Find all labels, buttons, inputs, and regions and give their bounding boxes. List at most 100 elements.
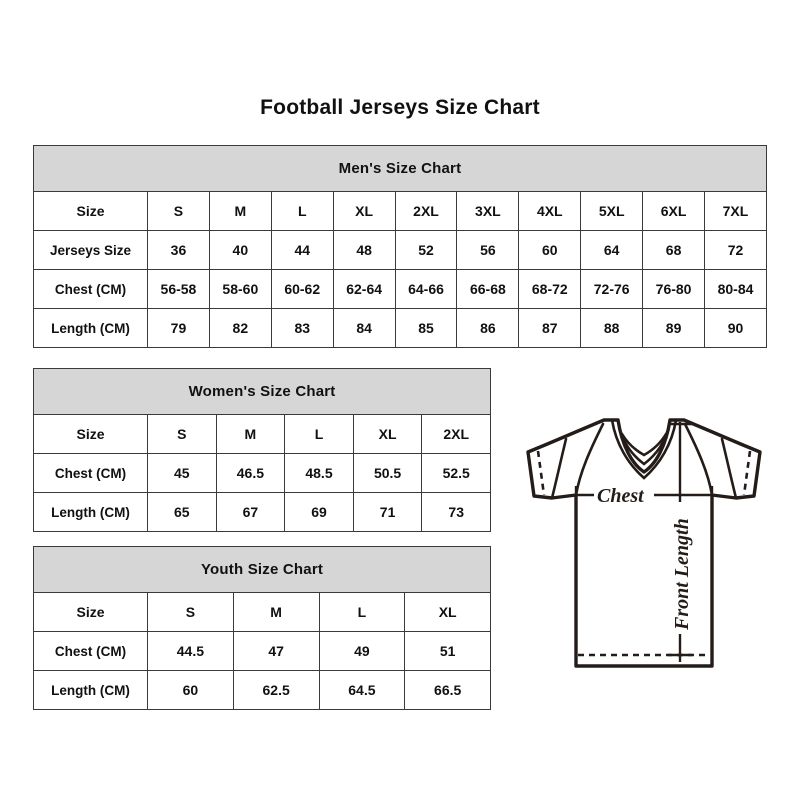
table-cell: 44.5 — [147, 631, 234, 671]
table-cell: 56-58 — [147, 269, 210, 309]
table-cell: 60 — [147, 670, 234, 710]
column-header: 2XL — [421, 414, 492, 454]
table-cell: 48.5 — [284, 453, 354, 493]
table-cell: 56 — [456, 230, 520, 270]
table-row: Length (CM) 65 67 69 71 73 — [33, 492, 492, 532]
column-header: 5XL — [580, 191, 644, 231]
table-cell: 51 — [404, 631, 492, 671]
table-cell: 62.5 — [232, 670, 320, 710]
table-band-row: Men's Size Chart — [33, 145, 767, 192]
row-label: Length (CM) — [33, 492, 148, 532]
table-cell: 85 — [394, 308, 458, 348]
table-cell: 72-76 — [580, 269, 644, 309]
table-cell: 62-64 — [332, 269, 396, 309]
table-cell: 73 — [421, 492, 492, 532]
mens-table-band: Men's Size Chart — [33, 145, 767, 192]
column-header: Size — [33, 414, 148, 454]
front-length-measure-label: Front Length — [671, 518, 693, 631]
table-cell: 66-68 — [456, 269, 520, 309]
column-header: M — [208, 191, 272, 231]
table-cell: 71 — [352, 492, 423, 532]
table-cell: 64.5 — [318, 670, 406, 710]
table-cell: 72 — [704, 230, 767, 270]
page-title: Football Jerseys Size Chart — [260, 96, 540, 119]
table-cell: 50.5 — [352, 453, 423, 493]
column-header: 6XL — [642, 191, 706, 231]
column-header: M — [215, 414, 286, 454]
table-cell: 52.5 — [421, 453, 492, 493]
table-cell: 83 — [270, 308, 334, 348]
table-cell: 86 — [456, 308, 520, 348]
table-cell: 79 — [147, 308, 210, 348]
table-cell: 46.5 — [215, 453, 286, 493]
column-header: 2XL — [394, 191, 458, 231]
table-row: Chest (CM) 45 46.5 48.5 50.5 52.5 — [33, 453, 492, 493]
table-cell: 69 — [284, 492, 354, 532]
table-cell: 47 — [232, 631, 320, 671]
table-cell: 84 — [332, 308, 396, 348]
table-cell: 82 — [208, 308, 272, 348]
row-label: Chest (CM) — [33, 631, 148, 671]
table-cell: 68-72 — [518, 269, 582, 309]
table-cell: 36 — [147, 230, 210, 270]
table-cell: 48 — [332, 230, 396, 270]
table-cell: 66.5 — [404, 670, 492, 710]
table-cell: 40 — [208, 230, 272, 270]
mens-size-table: Men's Size Chart Size S M L XL 2XL 3XL 4… — [33, 145, 767, 348]
table-cell: 89 — [642, 308, 706, 348]
womens-size-table: Women's Size Chart Size S M L XL 2XL Che… — [32, 368, 492, 532]
table-band-row: Women's Size Chart — [32, 368, 492, 415]
column-header: S — [147, 592, 234, 632]
table-cell: 76-80 — [642, 269, 706, 309]
table-cell: 65 — [147, 492, 217, 532]
table-cell: 68 — [642, 230, 706, 270]
column-header: XL — [404, 592, 492, 632]
row-label: Chest (CM) — [33, 453, 148, 493]
youth-table-band: Youth Size Chart — [32, 546, 492, 593]
table-row: Jerseys Size 36 40 44 48 52 56 60 64 68 … — [33, 230, 767, 270]
table-row: Length (CM) 79 82 83 84 85 86 87 88 89 9… — [33, 308, 767, 348]
table-row: Chest (CM) 56-58 58-60 60-62 62-64 64-66… — [33, 269, 767, 309]
table-cell: 88 — [580, 308, 644, 348]
table-cell: 44 — [270, 230, 334, 270]
table-cell: 60-62 — [270, 269, 334, 309]
column-header: L — [284, 414, 354, 454]
table-cell: 49 — [318, 631, 406, 671]
table-cell: 87 — [518, 308, 582, 348]
table-cell: 58-60 — [208, 269, 272, 309]
table-header-row: Size S M L XL 2XL — [33, 414, 492, 454]
table-cell: 60 — [518, 230, 582, 270]
row-label: Jerseys Size — [33, 230, 148, 270]
table-header-row: Size S M L XL 2XL 3XL 4XL 5XL 6XL 7XL — [33, 191, 767, 231]
column-header: 7XL — [704, 191, 767, 231]
jersey-diagram: Chest Front Length — [498, 398, 790, 690]
column-header: M — [232, 592, 320, 632]
table-cell: 90 — [704, 308, 767, 348]
column-header: Size — [33, 592, 148, 632]
column-header: L — [318, 592, 406, 632]
table-cell: 64-66 — [394, 269, 458, 309]
youth-size-table: Youth Size Chart Size S M L XL Chest (CM… — [32, 546, 492, 710]
column-header: XL — [352, 414, 423, 454]
table-header-row: Size S M L XL — [33, 592, 492, 632]
chest-measure-label: Chest — [597, 485, 645, 507]
column-header: S — [147, 414, 217, 454]
table-cell: 45 — [147, 453, 217, 493]
table-row: Chest (CM) 44.5 47 49 51 — [33, 631, 492, 671]
table-band-row: Youth Size Chart — [32, 546, 492, 593]
table-cell: 52 — [394, 230, 458, 270]
womens-table-band: Women's Size Chart — [32, 368, 492, 415]
column-header: Size — [33, 191, 148, 231]
column-header: 4XL — [518, 191, 582, 231]
table-row: Length (CM) 60 62.5 64.5 66.5 — [33, 670, 492, 710]
column-header: L — [270, 191, 334, 231]
column-header: XL — [332, 191, 396, 231]
column-header: 3XL — [456, 191, 520, 231]
table-cell: 80-84 — [704, 269, 767, 309]
table-cell: 67 — [215, 492, 286, 532]
row-label: Length (CM) — [33, 308, 148, 348]
table-cell: 64 — [580, 230, 644, 270]
column-header: S — [147, 191, 210, 231]
row-label: Length (CM) — [33, 670, 148, 710]
